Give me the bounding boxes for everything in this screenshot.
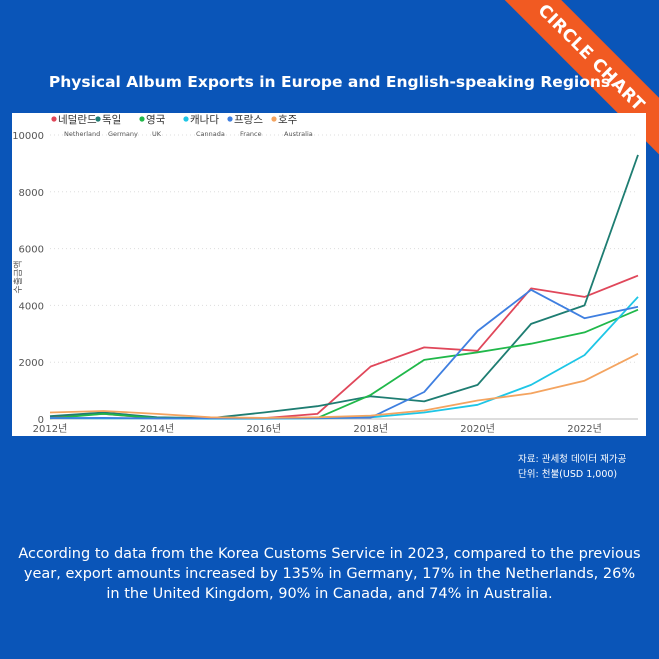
- y-tick-label: 6000: [19, 245, 44, 256]
- x-tick-label: 2020년: [460, 423, 495, 435]
- legend-label-en: Germany: [108, 130, 138, 138]
- legend-marker: [51, 116, 57, 122]
- legend-label: 네덜란드: [58, 114, 97, 126]
- x-tick-label: 2014년: [140, 423, 175, 435]
- legend-label: 프랑스: [234, 114, 263, 126]
- legend-marker: [271, 116, 277, 122]
- y-tick-label: 8000: [19, 188, 44, 199]
- unit-line: 단위: 천불(USD 1,000): [518, 469, 618, 480]
- legend-label: 영국: [146, 114, 166, 126]
- y-tick-label: 2000: [19, 358, 44, 369]
- legend-label-en: Cannada: [196, 130, 225, 138]
- legend-marker: [183, 116, 189, 122]
- legend-label-en: Netherland: [64, 130, 100, 138]
- legend-label-en: UK: [152, 130, 162, 138]
- x-tick-label: 2022년: [567, 423, 602, 435]
- y-tick-label: 4000: [19, 301, 44, 312]
- series-line: [49, 308, 639, 420]
- series-line: [49, 154, 639, 420]
- series-line: [49, 352, 639, 419]
- badge-text: CIRCLE CHART: [533, 0, 649, 116]
- legend-marker: [95, 116, 101, 122]
- y-tick-label: 0: [38, 415, 44, 426]
- caption-text: According to data from the Korea Customs…: [18, 546, 641, 602]
- legend-marker: [227, 116, 233, 122]
- chart-panel: 0 2000 4000 6000 8000 10000 2012년 2014년 2016년 201…: [12, 113, 646, 436]
- y-tick-label: 10000: [12, 131, 44, 142]
- page-title: Physical Album Exports in Europe and Eng…: [48, 73, 611, 91]
- source-note: 자료: 관세청 데이터 재가공 단위: 천불(USD 1,000): [518, 452, 626, 482]
- x-tick-label: 2016년: [246, 423, 281, 435]
- x-tick-label: 2012년: [33, 423, 68, 435]
- legend-label: 호주: [278, 114, 298, 126]
- legend-label-en: Australia: [284, 130, 313, 138]
- legend-marker: [139, 116, 145, 122]
- y-axis-label: 수출금액: [12, 260, 24, 293]
- series-line: [49, 274, 639, 420]
- legend-label: 캐나다: [190, 114, 219, 126]
- line-chart: 0 2000 4000 6000 8000 10000 2012년 2014년 2016년 201…: [12, 113, 639, 435]
- source-line: 자료: 관세청 데이터 재가공: [518, 454, 627, 465]
- legend-label: 독일: [102, 113, 121, 126]
- series-line: [49, 288, 639, 420]
- x-tick-label: 2018년: [353, 423, 388, 435]
- legend-label-en: France: [240, 130, 262, 138]
